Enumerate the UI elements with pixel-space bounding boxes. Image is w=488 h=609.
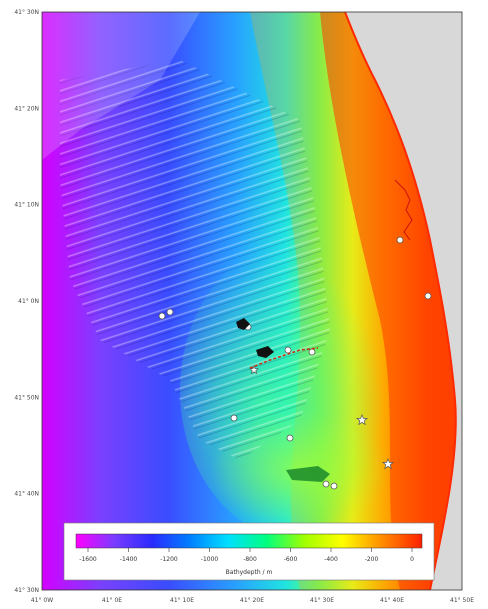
colorbar-tick-label: -1600 bbox=[79, 556, 97, 563]
latitude-label: 41° 50N bbox=[14, 394, 39, 401]
site-marker bbox=[424, 292, 432, 300]
longitude-labels: 41° 0W 41° 0E 41° 10E 41° 20E 41° 30E 41° 40E… bbox=[31, 597, 474, 604]
colorbar-panel bbox=[63, 522, 435, 581]
longitude-label: 41° 0W bbox=[31, 597, 53, 604]
site-marker bbox=[308, 348, 316, 356]
ridged-relief-zone bbox=[60, 60, 330, 460]
longitude-label: 41° 0E bbox=[102, 597, 122, 604]
longitude-label: 41° 20E bbox=[240, 597, 264, 604]
colorbar-ticks: -1600 -1400 -1200 -1000 -800 -600 -400 -200 0 bbox=[79, 548, 414, 563]
colorbar-tick-label: -600 bbox=[284, 556, 298, 563]
colorbar-tick-label: -1000 bbox=[201, 556, 219, 563]
longitude-label: 41° 40E bbox=[380, 597, 404, 604]
latitude-label: 41° 40N bbox=[14, 491, 39, 498]
ship-marker bbox=[236, 318, 250, 330]
river-line bbox=[394, 179, 413, 241]
ship-marker bbox=[256, 346, 274, 358]
colorbar-label: Bathydepth / m bbox=[226, 569, 273, 576]
site-marker bbox=[166, 308, 174, 316]
coastline bbox=[344, 12, 457, 590]
latitude-label: 41° 20N bbox=[14, 105, 39, 112]
star-marker bbox=[382, 458, 394, 470]
latitude-labels: 41° 30N 41° 20N 41° 10N 41° 0N 41° 50N 41° 40… bbox=[14, 9, 39, 594]
site-marker bbox=[230, 414, 238, 422]
colorbar-tick-label: -200 bbox=[365, 556, 379, 563]
site-marker bbox=[158, 312, 166, 320]
latitude-label: 41° 30N bbox=[14, 587, 39, 594]
colorbar-legend: -1600 -1400 -1200 -1000 -800 -600 -400 -200 0 Ba… bbox=[63, 522, 435, 581]
colorbar-tick-label: -400 bbox=[324, 556, 338, 563]
site-marker bbox=[322, 480, 330, 488]
longitude-label: 41° 50E bbox=[450, 597, 474, 604]
latitude-label: 41° 0N bbox=[18, 298, 39, 305]
colorbar-tick-label: 0 bbox=[410, 556, 414, 563]
site-marker bbox=[330, 482, 338, 490]
star-marker bbox=[356, 414, 368, 426]
map-frame bbox=[41, 11, 463, 591]
land-area bbox=[345, 12, 462, 590]
colorbar-tick-label: -1200 bbox=[160, 556, 178, 563]
site-marker bbox=[396, 236, 404, 244]
latitude-label: 41° 10N bbox=[14, 202, 39, 209]
site-marker bbox=[284, 346, 292, 354]
site-marker bbox=[286, 434, 294, 442]
site-markers bbox=[158, 236, 432, 490]
colorbar-ramp bbox=[75, 533, 423, 549]
survey-track bbox=[249, 347, 319, 369]
ship-markers bbox=[236, 318, 274, 358]
colorbar-tick-label: -1400 bbox=[120, 556, 138, 563]
longitude-label: 41° 30E bbox=[310, 597, 334, 604]
colorbar-tick-label: -800 bbox=[243, 556, 257, 563]
shallow-bank bbox=[286, 466, 330, 482]
star-markers bbox=[249, 365, 394, 470]
star-marker bbox=[249, 365, 259, 375]
latitude-label: 41° 30N bbox=[14, 9, 39, 16]
longitude-label: 41° 10E bbox=[170, 597, 194, 604]
